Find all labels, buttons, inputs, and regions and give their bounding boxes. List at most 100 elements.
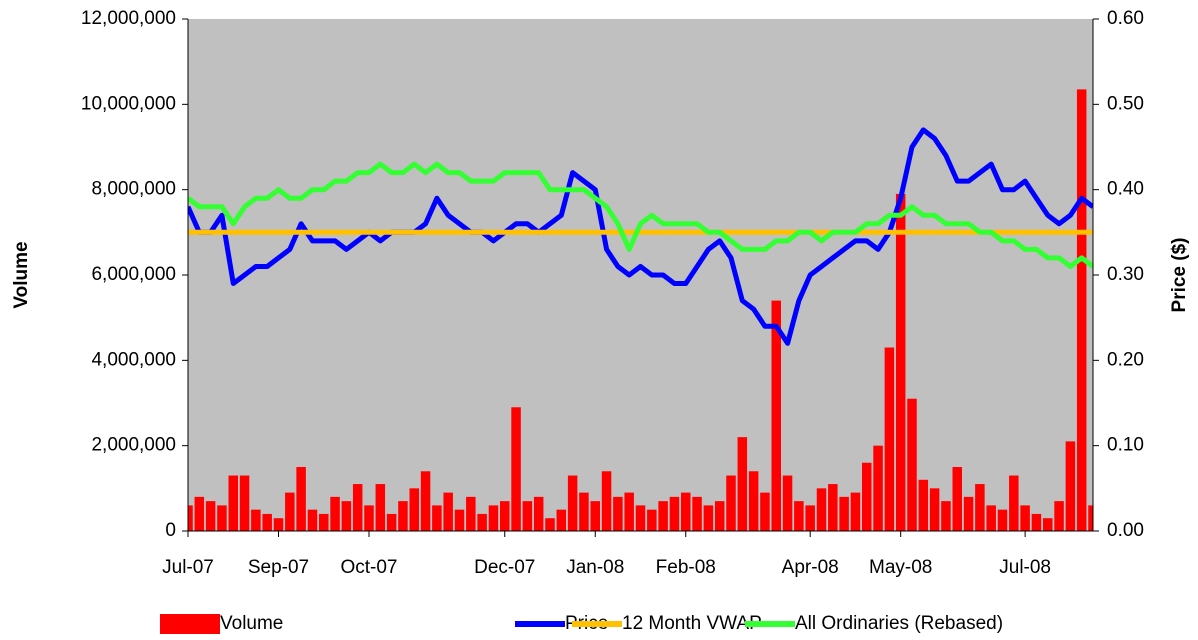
- volume-bar: [432, 505, 442, 531]
- volume-bar: [228, 475, 239, 531]
- volume-bar: [828, 484, 838, 531]
- volume-bar: [318, 513, 329, 531]
- volume-bar: [975, 484, 985, 531]
- volume-bar: [454, 509, 465, 531]
- volume-bar: [1076, 89, 1087, 531]
- y-tick-label: 8,000,000: [91, 179, 176, 200]
- y2-axis-title: Price ($): [1169, 238, 1190, 313]
- y2-tick-label: 0.10: [1107, 435, 1144, 456]
- volume-bar: [188, 505, 193, 531]
- volume-bar: [420, 471, 431, 531]
- volume-bar: [997, 509, 1008, 531]
- volume-bar: [1088, 505, 1093, 531]
- x-tick-label: Feb-08: [656, 557, 716, 578]
- y2-tick-label: 0.40: [1107, 179, 1144, 200]
- volume-bar: [624, 492, 634, 531]
- volume-bar: [488, 505, 499, 531]
- volume-bar: [952, 467, 963, 531]
- series-line: [188, 127, 1093, 346]
- volume-bar: [986, 505, 996, 531]
- volume-bar: [1009, 475, 1019, 531]
- volume-bar: [669, 496, 680, 531]
- y-tick-label: 2,000,000: [91, 435, 176, 456]
- volume-bar: [760, 492, 770, 531]
- volume-bar: [409, 488, 420, 531]
- volume-bar: [782, 475, 793, 531]
- volume-bar: [330, 496, 340, 531]
- volume-bar: [545, 518, 555, 531]
- volume-bar: [613, 496, 623, 531]
- volume-bar: [805, 505, 815, 531]
- volume-bar: [466, 496, 476, 531]
- volume-bar: [771, 300, 782, 531]
- volume-bar: [907, 398, 917, 531]
- y2-tick-label: 0.50: [1107, 93, 1144, 114]
- volume-bar: [386, 513, 397, 531]
- volume-bar: [748, 471, 759, 531]
- volume-bar: [692, 496, 702, 531]
- volume-bar: [533, 496, 544, 531]
- legend-label: All Ordinaries (Rebased): [795, 613, 1003, 634]
- y2-tick-label: 0.20: [1107, 349, 1144, 370]
- volume-bar: [895, 193, 906, 531]
- volume-bar: [205, 501, 216, 531]
- x-tick-label: Sep-07: [248, 557, 309, 578]
- volume-bar: [1065, 441, 1076, 531]
- legend-label: Volume: [220, 613, 283, 634]
- plot-area: [188, 19, 1093, 531]
- volume-bar: [341, 501, 352, 531]
- volume-bar: [1054, 501, 1064, 531]
- volume-bar: [522, 501, 533, 531]
- y-axis-title: Volume: [11, 241, 32, 308]
- y-tick-label: 6,000,000: [91, 264, 176, 285]
- legend-swatch: [160, 614, 220, 634]
- volume-bar: [941, 501, 951, 531]
- x-tick-label: Jul-07: [162, 557, 214, 578]
- y-tick-label: 0: [165, 520, 176, 541]
- volume-bar: [567, 475, 578, 531]
- volume-bar: [239, 475, 250, 531]
- volume-bar: [307, 509, 318, 531]
- volume-bar: [714, 501, 725, 531]
- y2-tick-label: 0.60: [1107, 8, 1144, 29]
- volume-bar: [963, 496, 974, 531]
- volume-bar: [217, 505, 227, 531]
- volume-bar: [296, 467, 306, 531]
- x-tick-label: Jan-08: [566, 557, 624, 578]
- volume-bar: [1020, 505, 1030, 531]
- volume-bar: [556, 509, 567, 531]
- volume-bar: [929, 488, 940, 531]
- x-tick-label: Apr-08: [782, 557, 839, 578]
- volume-bar: [635, 505, 646, 531]
- volume-bar: [477, 513, 487, 531]
- volume-bar: [511, 407, 521, 531]
- volume-bar: [262, 513, 272, 531]
- volume-bar: [1031, 513, 1042, 531]
- volume-bar: [703, 505, 714, 531]
- plot-series: [188, 89, 1093, 531]
- volume-bar: [816, 488, 827, 531]
- volume-bar: [285, 492, 295, 531]
- volume-bar: [737, 437, 748, 531]
- volume-bar: [273, 518, 284, 531]
- series-line: [188, 161, 1093, 269]
- volume-bar: [499, 501, 510, 531]
- volume-bar: [861, 462, 872, 531]
- volume-bar: [658, 501, 668, 531]
- y-tick-label: 10,000,000: [81, 93, 176, 114]
- y2-tick-label: 0.00: [1107, 520, 1144, 541]
- volume-bar: [194, 496, 205, 531]
- volume-bar: [590, 501, 601, 531]
- volume-bar: [839, 496, 849, 531]
- volume-bar: [579, 492, 589, 531]
- volume-bar: [398, 501, 408, 531]
- volume-bar: [918, 479, 929, 531]
- x-tick-label: Dec-07: [474, 557, 535, 578]
- legend-label: 12 Month VWAP: [622, 613, 762, 634]
- volume-bar: [352, 484, 363, 531]
- volume-bar: [251, 509, 261, 531]
- y-tick-label: 12,000,000: [81, 8, 176, 29]
- volume-bar: [1042, 518, 1053, 531]
- volume-bar: [443, 492, 453, 531]
